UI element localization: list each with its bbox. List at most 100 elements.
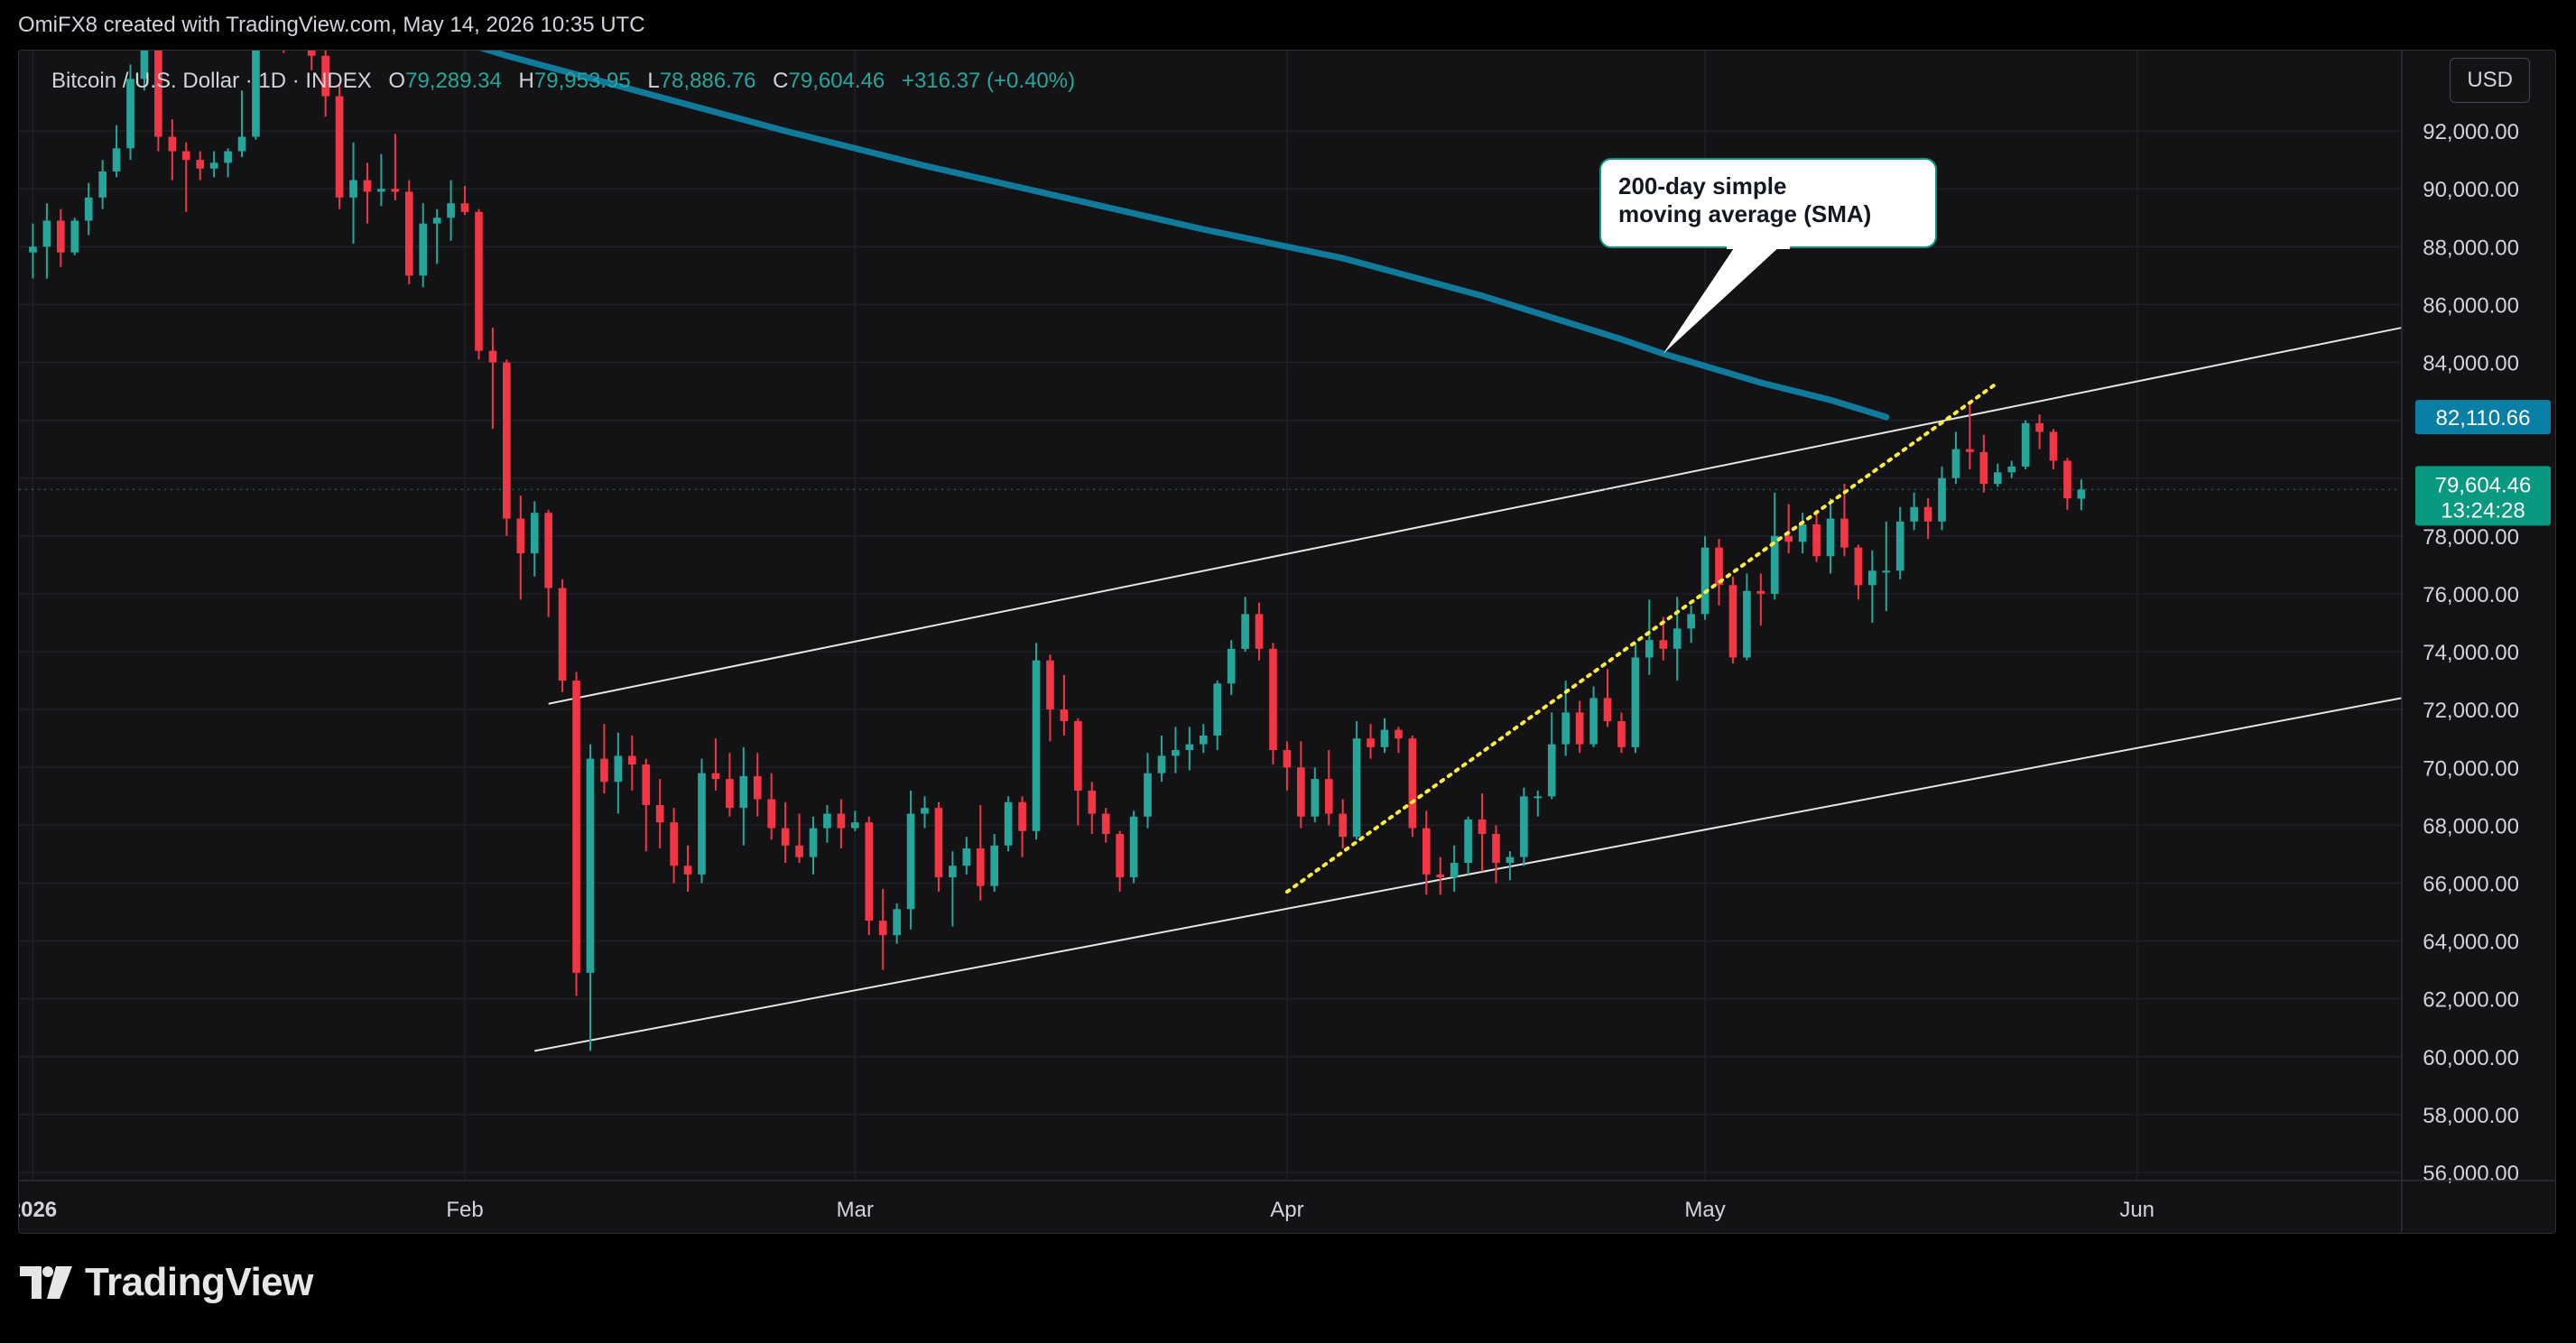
candle <box>209 151 218 178</box>
candle-body <box>2077 489 2086 499</box>
candle <box>1826 498 1835 574</box>
candle <box>1756 573 1765 626</box>
candle <box>321 51 329 117</box>
candle <box>1324 750 1333 826</box>
candle <box>1129 810 1138 884</box>
candle <box>2077 479 2086 511</box>
candle-body <box>642 764 651 805</box>
callout-pointer <box>1663 245 1781 354</box>
currency-button[interactable]: USD <box>2450 58 2530 103</box>
candle-body <box>70 220 79 253</box>
candle-body <box>1756 590 1765 594</box>
candle-body <box>1770 535 1779 594</box>
ohlc-legend: Bitcoin / U.S. Dollar · 1D · INDEX O79,2… <box>51 69 1075 94</box>
candle-body <box>1687 614 1695 629</box>
candle-body <box>1979 451 1988 485</box>
candle <box>906 790 915 930</box>
candle <box>1157 736 1166 783</box>
candle-body <box>1046 660 1054 710</box>
candle <box>503 359 511 536</box>
candle <box>781 801 790 864</box>
candle-body <box>1311 779 1320 817</box>
x-tick-label: 2026 <box>19 1198 57 1222</box>
candle <box>558 579 567 692</box>
candle <box>1631 643 1640 754</box>
candle-body <box>614 755 623 783</box>
candle-body <box>1367 738 1375 747</box>
candle-body <box>1743 590 1751 658</box>
candle-body <box>850 822 859 829</box>
candle <box>878 888 887 970</box>
candle-body <box>1812 524 1821 557</box>
candle <box>1297 741 1305 829</box>
candle-body <box>2035 422 2043 432</box>
symbol-title: Bitcoin / U.S. Dollar · 1D · INDEX <box>51 69 372 93</box>
candle <box>1227 640 1236 696</box>
candle-body <box>949 866 957 878</box>
candle-body <box>1074 720 1082 791</box>
y-tick-label: 72,000.00 <box>2423 699 2519 723</box>
candle-body <box>1617 720 1626 747</box>
chart-frame[interactable]: 200-day simple moving average (SMA) 92,00… <box>18 50 2556 1234</box>
candle <box>1673 597 1682 681</box>
candle <box>1144 753 1152 829</box>
candle-body <box>1464 819 1472 864</box>
candle <box>1938 466 1946 531</box>
y-tick-label: 58,000.00 <box>2423 1104 2519 1128</box>
candle-body <box>1213 683 1222 736</box>
candle <box>224 148 232 178</box>
candle-body <box>377 189 385 192</box>
candle-body <box>419 223 428 276</box>
candle-body <box>753 775 762 800</box>
candle-body <box>1255 614 1264 649</box>
candle-body <box>2007 466 2016 473</box>
candle <box>1339 799 1347 849</box>
candle <box>1101 808 1110 843</box>
x-tick-label: Jun <box>2119 1198 2154 1222</box>
candle-body <box>209 162 218 169</box>
candle-body <box>1603 698 1612 721</box>
candle-body <box>98 171 107 198</box>
candle-body <box>1380 729 1389 747</box>
tradingview-logo[interactable]: TradingView <box>20 1260 313 1305</box>
candle-body <box>1283 750 1292 768</box>
candle-body <box>683 866 692 875</box>
y-tick-label: 84,000.00 <box>2423 352 2519 376</box>
candle-body <box>1561 712 1571 745</box>
candle-body <box>893 909 901 936</box>
candle <box>181 142 190 212</box>
candle <box>1882 521 1891 612</box>
candle <box>112 125 121 178</box>
candle-body <box>168 136 177 152</box>
candle <box>488 328 497 430</box>
candle <box>154 51 162 152</box>
candle-body <box>112 148 121 171</box>
candle <box>642 758 651 852</box>
candle-body <box>530 513 539 554</box>
candle <box>307 51 316 70</box>
candle-body <box>252 51 260 137</box>
callout-line-2: moving average (SMA) <box>1618 200 1871 227</box>
candle <box>1798 513 1807 554</box>
candle <box>1784 504 1793 554</box>
candle-body <box>404 191 413 276</box>
y-tick-label: 90,000.00 <box>2423 178 2519 202</box>
candle-body <box>84 197 93 221</box>
candle-body <box>1297 767 1305 817</box>
y-tick-label: 76,000.00 <box>2423 583 2519 607</box>
candle-body <box>1172 750 1180 756</box>
candle <box>1116 830 1124 893</box>
candle <box>1269 643 1277 765</box>
candle-body <box>544 513 552 588</box>
candle <box>795 813 803 864</box>
candle <box>1213 681 1222 751</box>
candle <box>1088 782 1097 834</box>
candle-body <box>795 845 803 857</box>
candle-body <box>1547 744 1556 797</box>
candle <box>711 738 720 791</box>
candle <box>1603 669 1612 727</box>
candle-body <box>1520 796 1528 857</box>
high-label: H <box>518 69 534 93</box>
